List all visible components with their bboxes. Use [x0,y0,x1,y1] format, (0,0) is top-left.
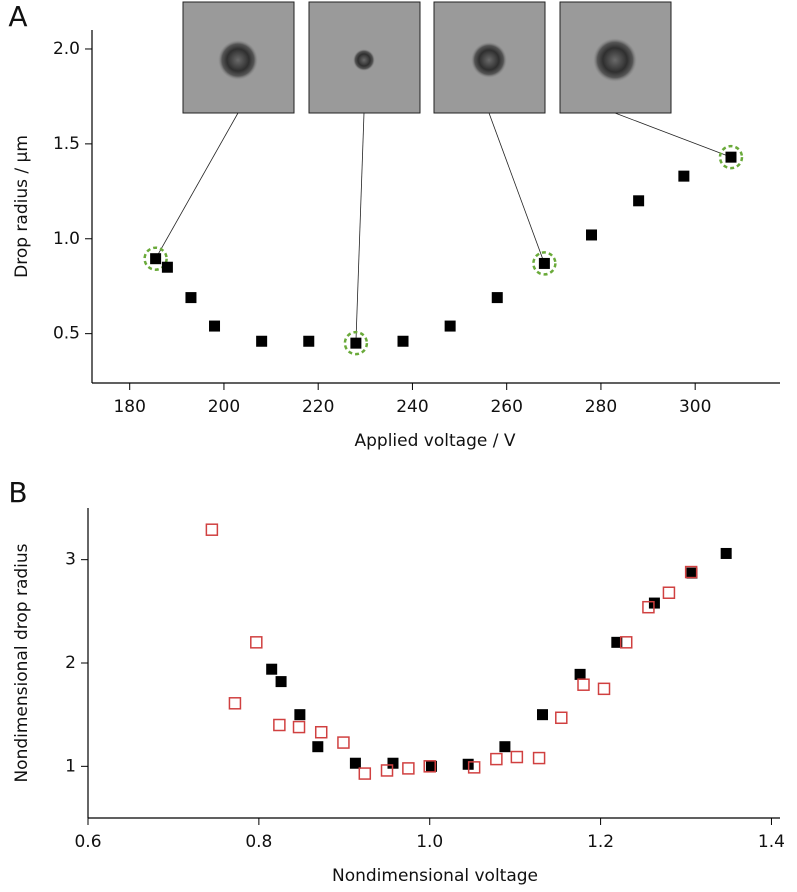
highlight-ring [532,251,557,276]
x-axis-title: Applied voltage / V [355,431,516,451]
y-tick-label: 0.5 [53,324,80,344]
inset-connector [355,112,365,344]
data-point [358,767,372,780]
data-point [209,320,221,332]
data-point [444,320,456,332]
y-tick-label: 3 [65,550,76,570]
data-point [425,760,437,772]
data-point [337,736,350,749]
x-tick-label: 240 [396,397,428,417]
x-tick-label: 0.8 [245,832,272,852]
inset-drop [218,40,258,80]
x-tick-label: 1.2 [587,832,614,852]
inset-connector [155,112,239,259]
data-point [611,636,623,648]
data-point [205,523,219,536]
data-point [387,757,399,769]
data-point [467,761,481,774]
x-axis-title: Nondimensional voltage [332,866,538,886]
inset-connector [488,112,545,264]
y-tick-label: 1 [65,756,76,776]
data-point [619,636,633,649]
data-point [662,586,676,599]
data-point [597,682,611,696]
panel-label: A [8,0,27,33]
data-point [574,668,586,680]
x-tick-label: 200 [208,397,240,417]
highlight-ring [718,144,744,170]
data-point [292,720,306,734]
data-point [256,335,268,347]
data-point [586,229,598,241]
data-point [380,764,394,777]
x-tick-label: 1.4 [758,832,785,852]
data-point [185,292,197,304]
data-point [397,335,409,347]
highlight-ring [143,246,168,271]
data-point [678,170,690,182]
y-tick-label: 2.0 [53,39,80,59]
data-point [266,663,278,675]
data-point [720,547,732,559]
data-point [686,567,698,579]
panel-label: B [8,476,27,509]
y-tick-label: 1.0 [53,229,80,249]
x-tick-label: 1.0 [416,832,443,852]
y-tick-label: 2 [65,653,76,673]
x-tick-label: 300 [679,397,711,417]
data-point [275,676,287,688]
inset-connector [614,112,732,158]
data-point [684,565,698,579]
data-point [536,709,548,721]
data-point [349,757,361,769]
data-point [510,750,524,764]
data-point [303,335,315,347]
x-tick-label: 180 [113,397,145,417]
x-tick-label: 260 [490,397,522,417]
data-point [499,741,511,753]
data-point [402,762,415,775]
data-point [312,741,324,753]
x-tick-label: 220 [302,397,334,417]
data-point [314,725,328,739]
data-point [161,261,173,273]
data-point [294,709,306,721]
inset-drop [471,42,507,78]
y-axis-title: Drop radius / µm [12,135,32,278]
data-point [150,253,162,265]
inset-drop [593,38,637,82]
data-point [491,292,503,304]
x-tick-label: 280 [585,397,617,417]
y-tick-label: 1.5 [53,134,80,154]
data-point [228,697,242,710]
x-tick-label: 0.6 [74,832,101,852]
y-axis-title: Nondimensional drop radius [12,543,32,782]
data-point [350,337,362,349]
data-point [538,257,550,269]
data-point [423,760,436,773]
data-point [250,636,263,649]
data-point [633,195,645,207]
data-point [725,151,737,163]
data-point [273,718,286,732]
inset-drop [353,49,375,71]
data-point [555,711,568,725]
data-point [490,752,503,766]
data-point [642,600,655,614]
data-point [577,678,590,691]
highlight-ring [343,330,369,356]
data-point [532,751,546,765]
